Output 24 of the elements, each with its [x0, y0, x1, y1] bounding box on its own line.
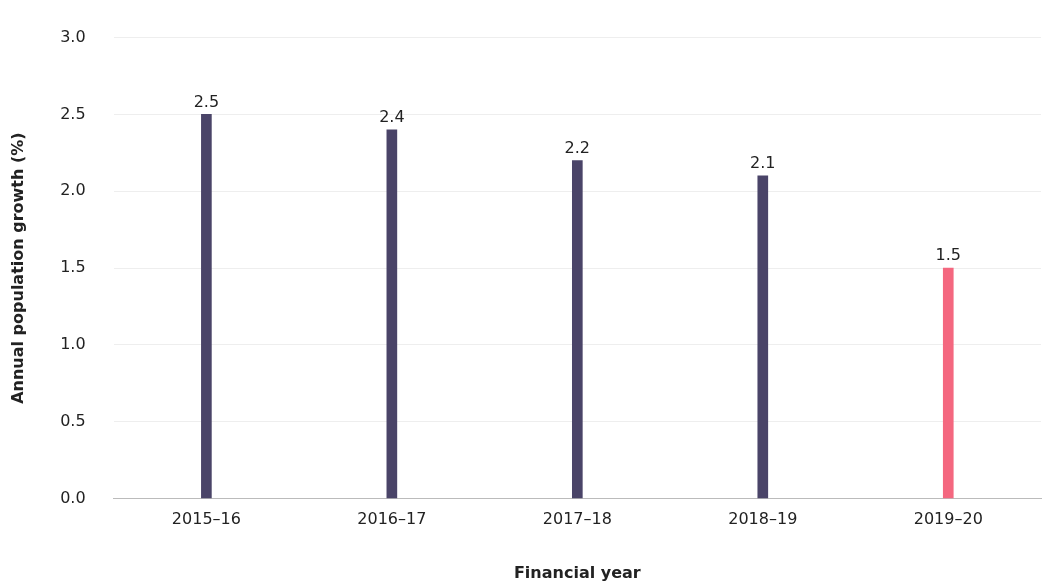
bar — [942, 267, 954, 499]
y-tick-label: 3.0 — [60, 26, 86, 46]
x-tick-label: 2019–20 — [913, 509, 983, 529]
y-tick-label: 0.5 — [60, 410, 86, 430]
y-tick-label: 1.0 — [60, 334, 86, 354]
y-axis-title: Annual population growth (%) — [7, 132, 27, 404]
y-tick-label: 2.5 — [60, 103, 86, 123]
data-label: 2.5 — [193, 91, 220, 111]
x-axis-title: Financial year — [513, 562, 641, 582]
x-tick-label: 2017–18 — [542, 509, 612, 529]
bar — [201, 114, 212, 499]
y-tick-label: 2.0 — [60, 180, 86, 200]
bar — [386, 129, 398, 499]
x-tick-label: 2018–19 — [728, 509, 798, 529]
data-label: 2.1 — [750, 153, 776, 173]
bar — [757, 175, 769, 499]
bar — [571, 160, 583, 499]
data-label: 1.5 — [935, 245, 961, 265]
y-tick-label: 1.5 — [60, 257, 86, 277]
x-tick-label: 2016–17 — [357, 509, 427, 529]
y-tick-label: 0.0 — [60, 487, 86, 507]
data-label: 2.4 — [379, 106, 405, 126]
x-tick-label: 2015–16 — [171, 509, 241, 529]
data-label: 2.2 — [564, 137, 591, 157]
